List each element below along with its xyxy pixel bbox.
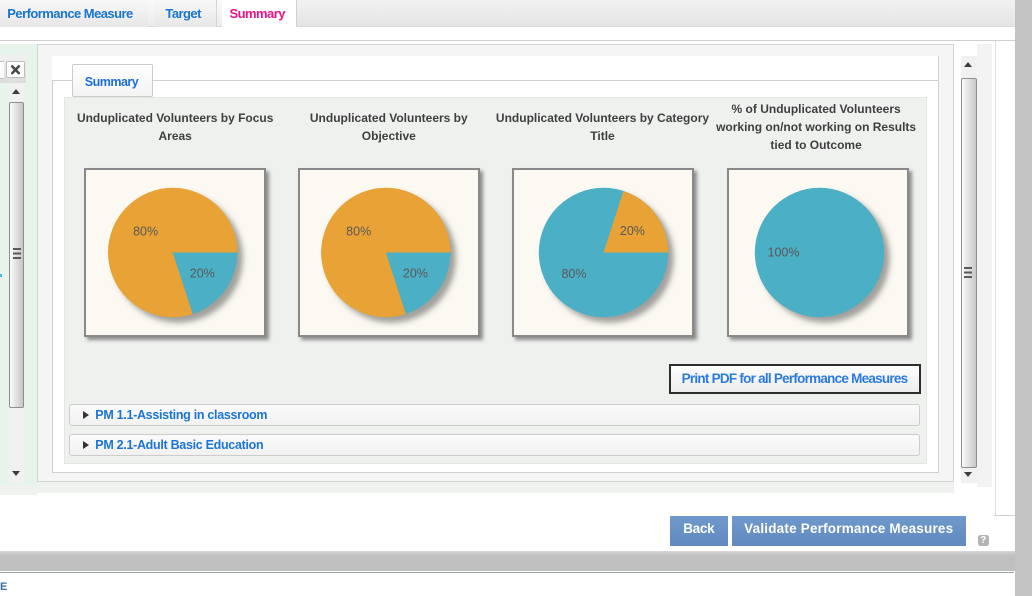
svg-text:80%: 80% [346, 225, 371, 239]
svg-text:20%: 20% [620, 224, 645, 238]
svg-text:20%: 20% [190, 267, 215, 281]
svg-text:20%: 20% [403, 267, 428, 281]
svg-text:80%: 80% [561, 267, 586, 281]
svg-text:80%: 80% [133, 225, 158, 239]
svg-text:100%: 100% [768, 246, 800, 260]
